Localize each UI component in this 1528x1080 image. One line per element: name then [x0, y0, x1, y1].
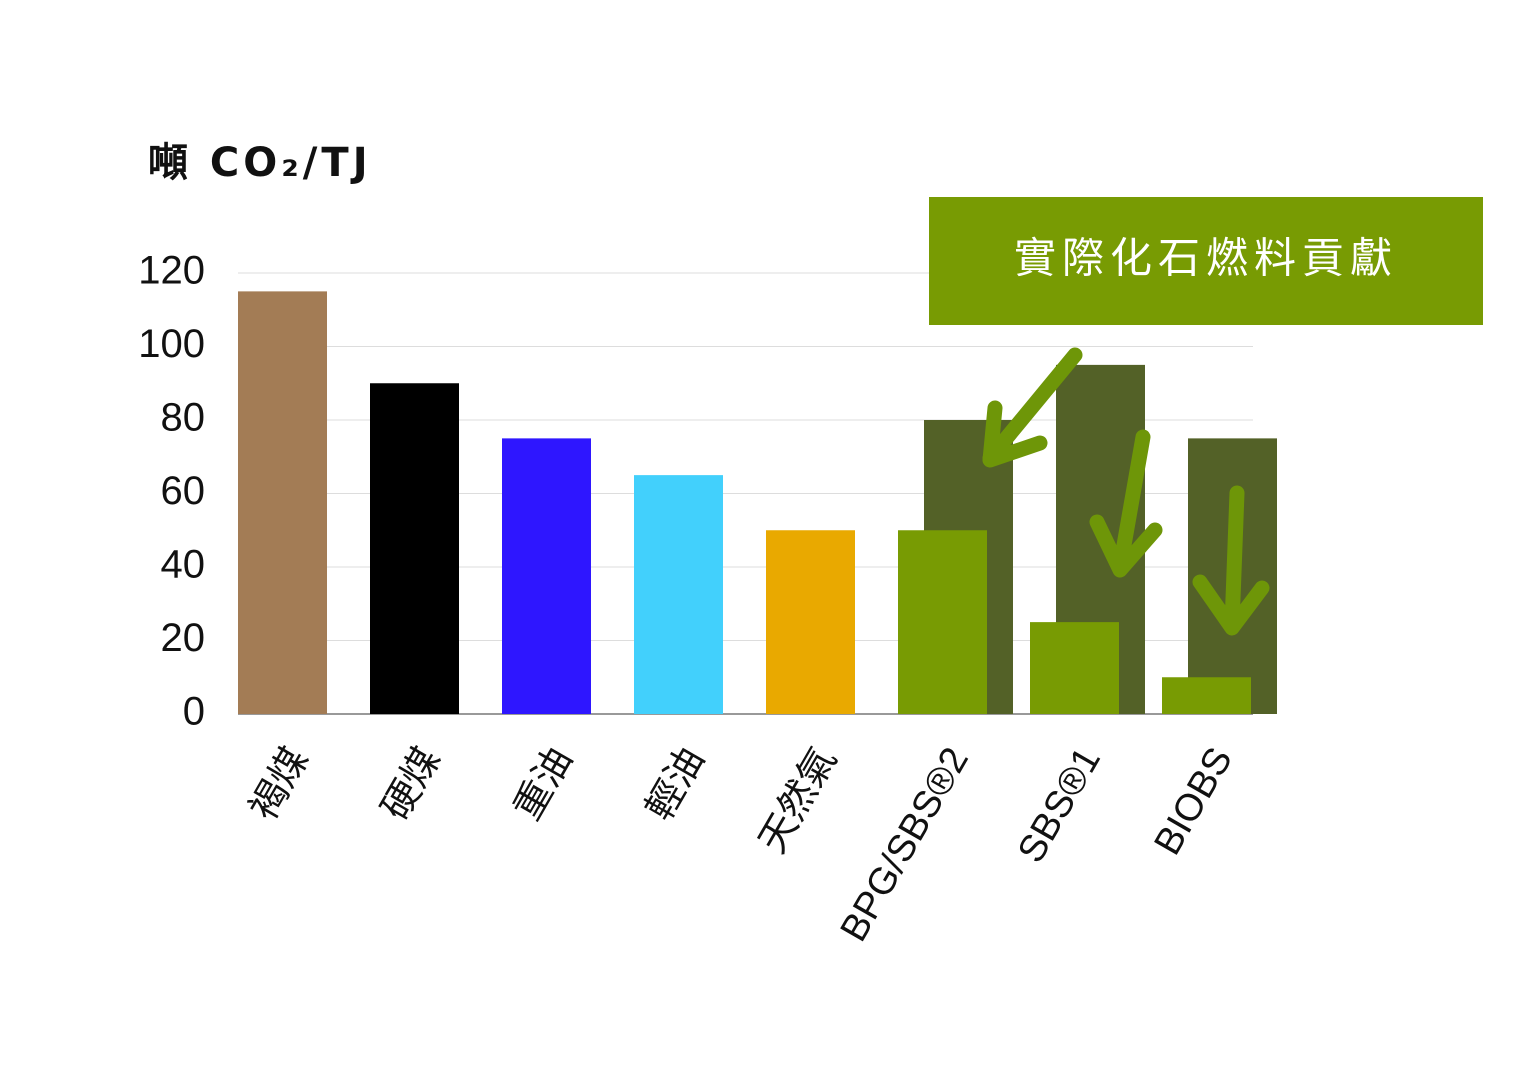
bar: [1030, 622, 1119, 714]
bars: [238, 291, 1277, 714]
x-tick-label: BIOBS: [1147, 741, 1241, 863]
annotation: 實際化石燃料貢獻: [1014, 234, 1398, 283]
y-tick-label: 80: [161, 396, 206, 440]
y-tick-label: 120: [138, 249, 205, 293]
bar: [1162, 677, 1251, 714]
bar: [898, 530, 987, 714]
y-tick-label: 100: [138, 322, 205, 366]
bar: [238, 291, 327, 714]
bar: [502, 438, 591, 714]
y-tick-label: 20: [161, 616, 206, 660]
x-tick-label: 褐煤: [243, 741, 317, 828]
x-tick-label: 天然氣: [752, 741, 845, 861]
arrow: [982, 347, 1083, 468]
y-axis-label: 噸 CO₂/TJ: [148, 140, 372, 186]
x-tick-label: 輕油: [639, 741, 713, 828]
arrow: [1089, 429, 1163, 578]
x-tick-label: BPG/SBS®2: [833, 741, 977, 949]
y-tick-label: 40: [161, 543, 206, 587]
bar: [634, 475, 723, 714]
bar: [766, 530, 855, 714]
arrow: [1192, 485, 1270, 636]
annotation-box: [929, 197, 1483, 325]
x-tick-label: 重油: [507, 741, 581, 828]
x-tick-label: 硬煤: [375, 741, 449, 828]
y-tick-label: 60: [161, 469, 206, 513]
y-tick-label: 0: [183, 690, 205, 734]
x-tick-label: SBS®1: [1010, 741, 1109, 870]
bar: [370, 383, 459, 714]
arrows: [982, 347, 1270, 636]
